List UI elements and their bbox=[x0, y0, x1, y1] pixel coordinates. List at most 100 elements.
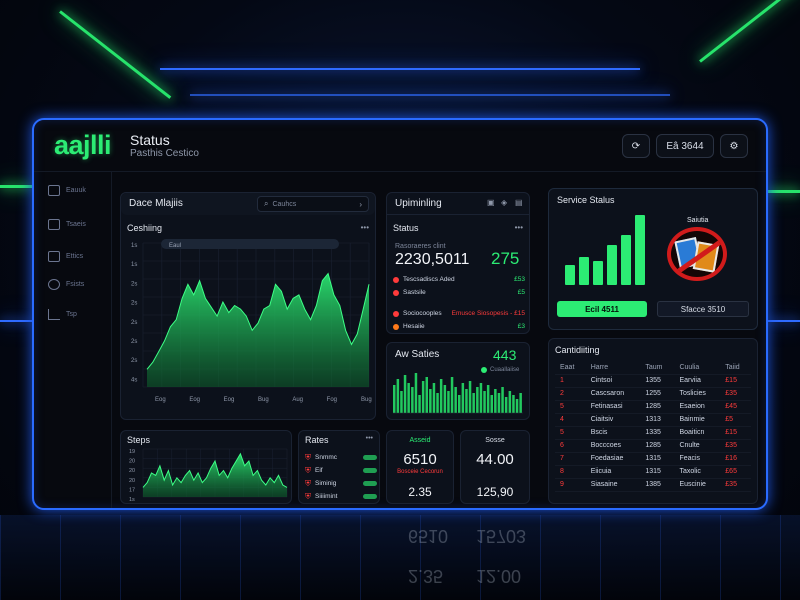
area-fill bbox=[147, 273, 369, 387]
aw-bar bbox=[508, 391, 512, 413]
aw-bar bbox=[476, 387, 479, 413]
aw-bar bbox=[468, 381, 472, 413]
table-row[interactable]: 4 Ciaitsiv 1313 Bainmie £5 bbox=[555, 413, 751, 426]
table-header[interactable]: Taiid bbox=[725, 363, 740, 371]
status-row-label: Sociocooples bbox=[403, 310, 442, 317]
status-rows: Tescsadiscs Aded £53 Sastsile £5 Sociocoople… bbox=[393, 273, 525, 333]
table-row[interactable]: 6 Bocccoes 1285 Cnulte £35 bbox=[555, 439, 751, 452]
y-tick-label: 17 bbox=[129, 487, 135, 493]
table-row[interactable]: 9 Siasaine 1385 Euscinie £35 bbox=[555, 478, 751, 491]
table-header[interactable]: Taum bbox=[645, 363, 663, 371]
table-cell: 1285 bbox=[645, 403, 661, 410]
service-bar bbox=[579, 257, 589, 285]
table-header-row: Eaat Harre Taum Cuulia Taiid bbox=[555, 361, 751, 374]
table-cell: £65 bbox=[725, 468, 737, 475]
table-card: Cantidiiting Eaat Harre Taum Cuulia Taii… bbox=[548, 338, 758, 504]
aw-bar bbox=[504, 397, 508, 413]
aw-bar bbox=[515, 399, 519, 413]
aw-bar bbox=[519, 393, 522, 413]
search-placeholder: Cauhcs bbox=[272, 200, 297, 208]
status-row[interactable]: Hesaiie £3 bbox=[393, 320, 525, 333]
table-header[interactable]: Harre bbox=[590, 363, 609, 371]
sidebar-item-label: Tsaeis bbox=[66, 220, 86, 228]
table-row[interactable]: 5 Fetinasasi 1285 Esaeion £45 bbox=[555, 400, 751, 413]
trash-icon[interactable]: ▤ bbox=[515, 198, 523, 207]
sidebar-item-3[interactable]: Fsists bbox=[48, 276, 104, 292]
search-input[interactable]: ⌕ Cauhcs › bbox=[257, 196, 369, 212]
status-row[interactable]: Sociocooples Emusce Siosopesis - £15 bbox=[393, 307, 525, 320]
service-primary-button[interactable]: Ecil 4511 bbox=[557, 301, 647, 317]
aw-bar bbox=[465, 389, 468, 413]
main-chart-menu-icon[interactable]: ••• bbox=[360, 223, 369, 232]
main-chart-title: Ceshiing bbox=[127, 223, 163, 233]
table-cell: 8 bbox=[560, 468, 564, 475]
table-cell: Siasaine bbox=[590, 481, 618, 488]
settings-button[interactable]: ⚙ bbox=[720, 134, 748, 158]
table-header[interactable]: Cuulia bbox=[679, 363, 700, 371]
aw-bar bbox=[421, 381, 425, 413]
table-cell: 1315 bbox=[645, 455, 661, 462]
table-row[interactable]: 1 Cintsoi 1355 Earviia £15 bbox=[555, 374, 751, 387]
table-row[interactable]: 2 Cascsaron 1255 Toslicies £35 bbox=[555, 387, 751, 400]
chevron-right-icon: › bbox=[359, 199, 362, 209]
sidebar-item-0[interactable]: Eauuk bbox=[48, 182, 104, 198]
gear-icon: ⚙ bbox=[729, 140, 739, 152]
rate-item[interactable]: ⛨ Snmmc bbox=[305, 451, 377, 464]
rate-item[interactable]: ⛨ Siminig bbox=[305, 477, 377, 490]
status-menu-icon[interactable]: ••• bbox=[514, 223, 523, 232]
table-row[interactable]: 5 Bscis 1335 Boaiticn £15 bbox=[555, 426, 751, 439]
rates-list: ⛨ Snmmc ⛨ Eif ⛨ Siminig ⛨ Siiiimint bbox=[305, 451, 377, 503]
count-button[interactable]: Eâ 3644 bbox=[656, 134, 714, 158]
aw-bar bbox=[411, 387, 414, 413]
status-row[interactable]: Sastsile £5 bbox=[393, 286, 525, 299]
aw-bar bbox=[443, 385, 447, 413]
chart-icon[interactable]: ◈ bbox=[501, 198, 508, 207]
sidebar-item-1[interactable]: Tsaeis bbox=[48, 216, 104, 232]
status-row-label: Sastsile bbox=[403, 289, 426, 296]
reflection-1: 6510 bbox=[408, 526, 449, 546]
rate-pill bbox=[363, 468, 377, 473]
table-cell: Esaeion bbox=[679, 403, 705, 410]
table-cell: 1 bbox=[560, 377, 564, 384]
table-cell: £15 bbox=[725, 377, 737, 384]
status-big-number: 2230,5011 bbox=[395, 251, 470, 268]
table-row[interactable]: 8 Eiicuia 1315 Taxolic £65 bbox=[555, 465, 751, 478]
table-header[interactable]: Eaat bbox=[560, 363, 575, 371]
y-tick-label: 20 bbox=[129, 478, 135, 484]
sidebar-item-4[interactable]: Tsp bbox=[48, 306, 104, 322]
table-cell: 1355 bbox=[645, 377, 661, 384]
table-cell: Cintsoi bbox=[590, 377, 613, 384]
table-cell: £15 bbox=[725, 429, 737, 436]
table-cell: £16 bbox=[725, 455, 737, 462]
y-tick-label: 1s bbox=[131, 243, 137, 249]
reflection-4: 12.00 bbox=[476, 566, 522, 586]
rate-item[interactable]: ⛨ Siiiimint bbox=[305, 490, 377, 503]
area-line bbox=[146, 272, 370, 370]
refresh-icon: ⟳ bbox=[631, 140, 641, 152]
table-cell: 9 bbox=[560, 481, 564, 488]
search-icon: ⌕ bbox=[264, 199, 269, 208]
rate-item[interactable]: ⛨ Eif bbox=[305, 464, 377, 477]
sidebar-item-label: Fsists bbox=[66, 280, 85, 288]
status-row-value: Emusce Siosopesis - £15 bbox=[451, 310, 525, 317]
data-table: Eaat Harre Taum Cuulia Taiid 1 Cintsoi 135… bbox=[555, 361, 751, 492]
table-row[interactable]: 7 Foedasiae 1315 Feacis £16 bbox=[555, 452, 751, 465]
kpi-value-0: 6510 bbox=[403, 451, 437, 468]
aw-bar bbox=[393, 385, 396, 413]
main-chart-pill bbox=[161, 239, 339, 249]
table-cell: 2 bbox=[560, 390, 564, 397]
refresh-button[interactable]: ⟳ bbox=[622, 134, 650, 158]
status-row-value: £53 bbox=[514, 276, 525, 283]
rates-menu-icon[interactable]: ••• bbox=[365, 435, 373, 442]
y-tick-label: 19 bbox=[129, 449, 135, 455]
status-row[interactable]: Tescsadiscs Aded £53 bbox=[393, 273, 525, 286]
service-badge-title: Saiutia bbox=[687, 217, 709, 224]
legend-dot bbox=[481, 367, 487, 373]
sidebar-item-2[interactable]: Ettics bbox=[48, 248, 104, 264]
service-bar bbox=[635, 215, 645, 285]
aw-bar bbox=[494, 389, 497, 413]
calendar-icon[interactable]: ▣ bbox=[487, 198, 495, 207]
upcoming-title: Upiminling bbox=[395, 198, 442, 209]
steps-title: Steps bbox=[127, 435, 151, 445]
service-secondary-button[interactable]: Sfacce 3510 bbox=[657, 301, 749, 317]
